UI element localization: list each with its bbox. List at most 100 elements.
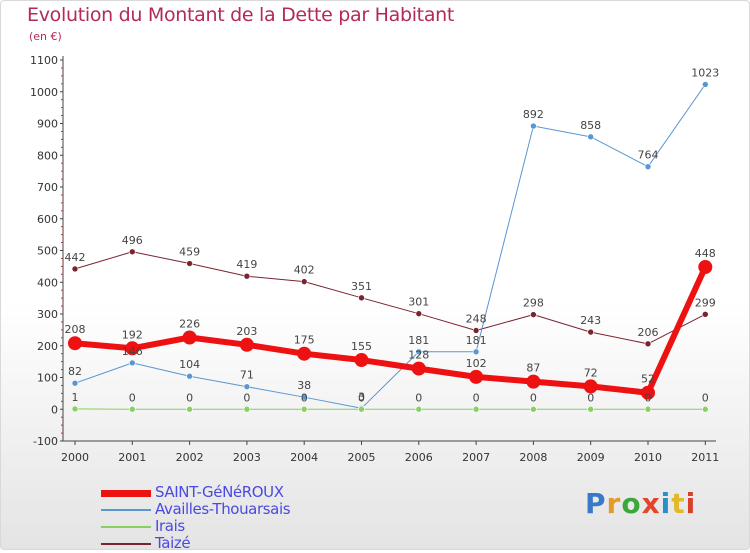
data-label: 0	[645, 391, 652, 404]
data-point	[72, 406, 78, 412]
data-label: 892	[523, 108, 544, 121]
logo-letter: i	[686, 487, 697, 520]
legend-swatch	[101, 543, 151, 545]
data-label: 0	[301, 391, 308, 404]
logo-letter: i	[661, 487, 672, 520]
x-tick-label: 2002	[176, 451, 204, 464]
data-point	[240, 338, 254, 352]
legend-label: Taizé	[155, 534, 190, 552]
logo-letter: x	[642, 487, 661, 520]
data-label: 102	[466, 357, 487, 370]
data-point	[129, 406, 135, 412]
data-label: 0	[358, 391, 365, 404]
data-point	[301, 279, 307, 285]
data-label: 146	[122, 345, 143, 358]
data-point	[301, 406, 307, 412]
data-point	[244, 384, 250, 390]
data-point	[588, 406, 594, 412]
data-point	[645, 406, 651, 412]
data-point	[645, 341, 651, 347]
data-label: 181	[466, 334, 487, 347]
x-tick-label: 2007	[462, 451, 490, 464]
data-point	[72, 380, 78, 386]
y-tick-label: 0	[51, 403, 58, 416]
x-tick-label: 2009	[577, 451, 605, 464]
data-label: 299	[695, 296, 716, 309]
data-point	[473, 406, 479, 412]
data-label: 298	[523, 297, 544, 310]
logo-letter: t	[671, 487, 685, 520]
x-tick-label: 2010	[634, 451, 662, 464]
legend-label: Irais	[155, 517, 185, 535]
data-point	[244, 273, 250, 279]
x-tick-label: 2008	[519, 451, 547, 464]
data-label: 764	[638, 149, 659, 162]
legend-swatch	[101, 526, 151, 528]
data-label: 155	[351, 340, 372, 353]
data-label: 203	[236, 325, 257, 338]
data-point	[702, 311, 708, 317]
data-point	[702, 81, 708, 87]
data-point	[359, 406, 365, 412]
data-point	[698, 260, 712, 274]
logo-letter: P	[585, 487, 607, 520]
y-tick-label: 1100	[30, 54, 58, 67]
data-label: 104	[179, 358, 200, 371]
data-label: 206	[638, 326, 659, 339]
data-point	[129, 249, 135, 255]
data-point	[359, 295, 365, 301]
data-label: 0	[415, 391, 422, 404]
data-label: 52	[641, 373, 655, 386]
x-tick-label: 2005	[348, 451, 376, 464]
data-label: 192	[122, 328, 143, 341]
proxiti-logo: Proxiti	[585, 487, 696, 520]
data-point	[469, 370, 483, 384]
data-label: 248	[466, 313, 487, 326]
data-label: 243	[580, 314, 601, 327]
y-tick-label: 500	[37, 245, 58, 258]
data-label: 858	[580, 119, 601, 132]
data-label: 0	[243, 391, 250, 404]
y-tick-label: -100	[33, 435, 58, 448]
data-point	[530, 312, 536, 318]
data-label: 71	[240, 369, 254, 382]
data-point	[530, 123, 536, 129]
data-label: 208	[65, 323, 86, 336]
data-label: 0	[530, 391, 537, 404]
series-line	[75, 252, 705, 344]
data-point	[473, 328, 479, 334]
y-tick-label: 1000	[30, 86, 58, 99]
x-tick-label: 2004	[290, 451, 318, 464]
legend-label: Availles-Thouarsais	[155, 500, 290, 518]
data-label: 496	[122, 234, 143, 247]
data-label: 181	[408, 334, 429, 347]
logo-letter: o	[621, 487, 641, 520]
y-tick-label: 200	[37, 340, 58, 353]
data-point	[473, 349, 479, 355]
data-point	[244, 406, 250, 412]
data-label: 87	[526, 362, 540, 375]
data-point	[416, 311, 422, 317]
data-point	[412, 362, 426, 376]
data-label: 175	[294, 334, 315, 347]
y-tick-label: 800	[37, 149, 58, 162]
series-line	[75, 84, 705, 408]
data-point	[588, 134, 594, 140]
data-label: 459	[179, 246, 200, 259]
series-line	[75, 267, 705, 393]
y-tick-label: 100	[37, 372, 58, 385]
data-label: 301	[408, 296, 429, 309]
data-label: 1	[72, 391, 79, 404]
logo-letter: r	[607, 487, 622, 520]
data-label: 402	[294, 264, 315, 277]
y-tick-label: 600	[37, 213, 58, 226]
legend-label: SAINT-GéNéROUX	[155, 483, 284, 501]
x-tick-label: 2003	[233, 451, 261, 464]
x-tick-label: 2000	[61, 451, 89, 464]
data-label: 419	[236, 258, 257, 271]
data-point	[187, 406, 193, 412]
y-tick-label: 400	[37, 276, 58, 289]
data-point	[588, 329, 594, 335]
